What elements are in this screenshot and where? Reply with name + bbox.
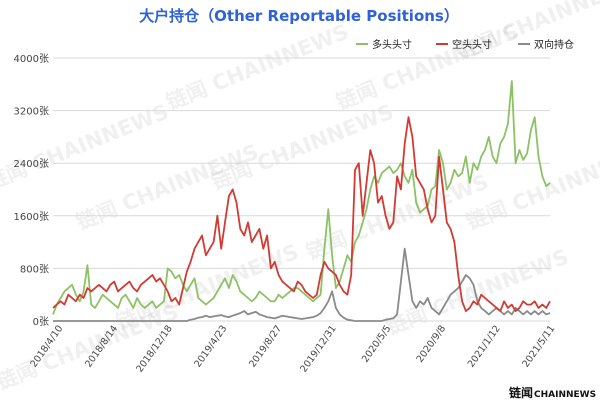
footer-brand-en: CHAINNEWS [534,390,596,400]
series-line-2 [52,116,551,313]
x-tick-label: 2020/9/8 [415,323,448,364]
chart-legend: 多头头寸 空头头寸 双向持仓 [356,38,574,51]
y-tick-label: 0张 [33,316,49,328]
y-tick-label: 4000张 [14,53,49,65]
footer-brand: 链闻 CHAINNEWS [509,385,596,400]
series-line-1 [52,80,551,315]
x-tick-label: 2019/12/31 [298,323,338,374]
x-tick-label: 2019/4/23 [193,323,230,369]
chart-title: 大户持仓（Other Reportable Positions） [139,7,459,25]
watermark-text: 链闻 CHAINNEWS [163,20,352,115]
series-line-3 [53,247,551,322]
y-tick-label: 1600张 [14,211,49,223]
legend-label: 多头头寸 [372,38,412,51]
legend-label: 空头头寸 [452,38,492,51]
y-tick-label: 2400张 [14,158,49,170]
y-tick-label: 3200张 [14,106,49,118]
footer-brand-cn: 链闻 [509,385,533,400]
x-tick-label: 2020/5/5 [360,323,393,364]
x-tick-label: 2021/1/12 [466,323,503,369]
y-axis: 0张 800张 1600张 2400张 3200张 4000张 [14,53,49,328]
x-tick-label: 2021/5/11 [521,323,558,369]
legend-label: 双向持仓 [534,38,574,51]
y-tick-label: 800张 [20,263,49,275]
x-tick-label: 2019/8/27 [247,323,284,369]
chart-series [52,80,551,322]
watermark-text: 链闻 CHAINNEWS [453,0,600,65]
